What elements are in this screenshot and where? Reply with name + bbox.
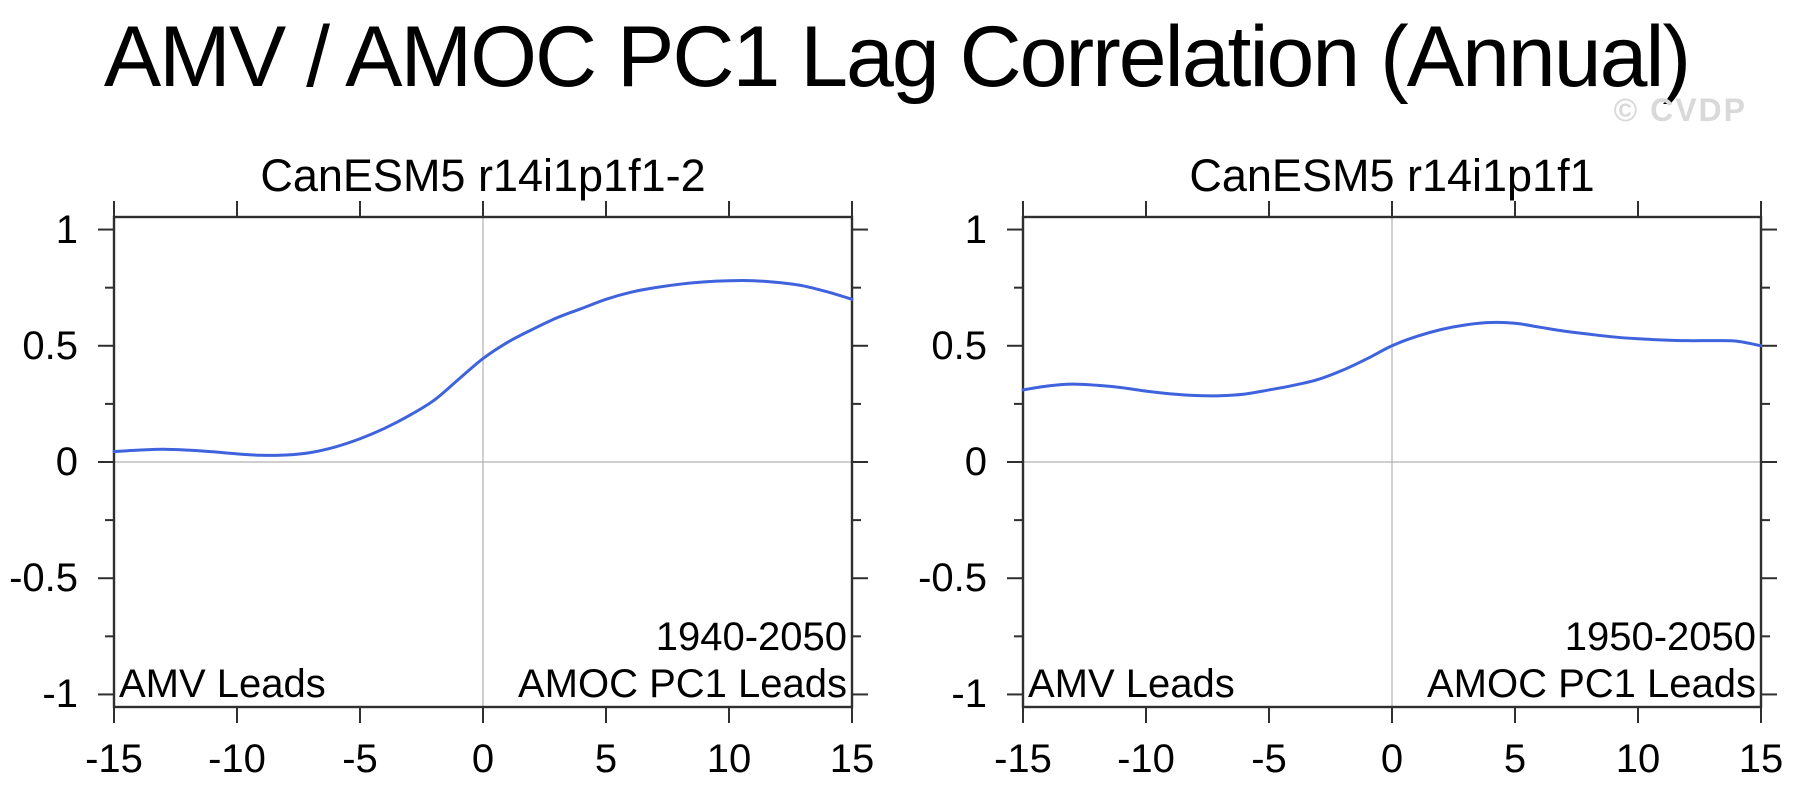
y-tick-label: 1	[55, 207, 78, 252]
x-tick-label: 5	[1503, 737, 1527, 781]
x-tick-label: 10	[706, 737, 752, 781]
y-tick-label: 0	[964, 440, 987, 484]
lag-correlation-curve	[112, 279, 854, 457]
x-tick-label: -15	[994, 737, 1052, 781]
amoc-pc1-leads-label: AMOC PC1 Leads	[517, 662, 847, 706]
y-tick-label: 0.5	[931, 323, 987, 368]
x-tick-label: -10	[1117, 737, 1175, 781]
amv-leads-label: AMV Leads	[1028, 662, 1235, 706]
x-tick-label: -15	[85, 737, 143, 781]
plot-frame	[1021, 215, 1763, 709]
x-tick-label: -5	[342, 737, 378, 781]
plot-frame	[112, 215, 854, 709]
lag-correlation-curve	[1021, 320, 1763, 398]
y-tick-label: 1	[964, 207, 987, 252]
y-tick-label: -0.5	[918, 556, 987, 601]
x-tick-label: 15	[829, 737, 875, 781]
x-tick-label: 15	[1738, 737, 1784, 781]
y-tick-label: 0	[55, 440, 78, 484]
y-tick-label: -1	[42, 672, 78, 717]
lag-correlation-panel-left: CanESM5 r14i1p1f1-2 AMV Leads 1940-2050 …	[9, 153, 874, 779]
cvdp-watermark: © CVDP	[1613, 92, 1747, 128]
amoc-pc1-leads-label: AMOC PC1 Leads	[1426, 662, 1756, 706]
amv-leads-label: AMV Leads	[119, 662, 326, 706]
x-tick-label: 0	[471, 737, 495, 781]
x-tick-label: 0	[1380, 737, 1404, 781]
y-tick-label: -0.5	[9, 556, 78, 601]
y-tick-label: 0.5	[22, 323, 78, 368]
x-tick-label: -5	[1251, 737, 1287, 781]
x-tick-label: 5	[594, 737, 618, 781]
y-tick-label: -1	[951, 672, 987, 717]
panel-title: CanESM5 r14i1p1f1-2	[260, 150, 706, 201]
page-title: AMV / AMOC PC1 Lag Correlation (Annual)	[103, 9, 1691, 105]
panel-title: CanESM5 r14i1p1f1	[1189, 150, 1595, 201]
x-tick-label: -10	[208, 737, 266, 781]
period-label: 1940-2050	[655, 615, 847, 659]
x-tick-label: 10	[1615, 737, 1661, 781]
period-label: 1950-2050	[1564, 615, 1756, 659]
lag-correlation-panel-right: CanESM5 r14i1p1f1 AMV Leads 1950-2050 AM…	[918, 153, 1783, 779]
plot-area	[1007, 201, 1777, 723]
plot-area	[98, 201, 868, 723]
